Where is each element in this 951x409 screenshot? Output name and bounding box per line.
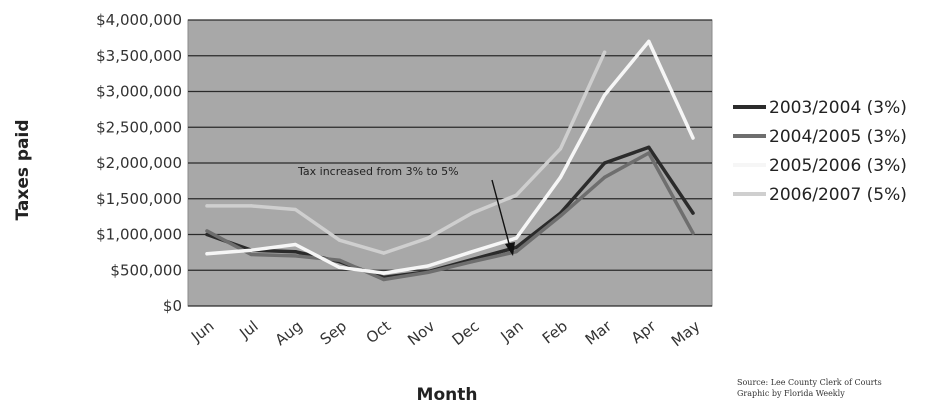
data-point xyxy=(603,93,607,97)
data-point xyxy=(205,229,209,233)
x-tick-label: Apr xyxy=(628,316,660,347)
y-tick-label: $3,000,000 xyxy=(96,83,182,101)
data-point xyxy=(514,250,518,254)
data-point xyxy=(603,175,607,179)
data-point xyxy=(293,254,297,258)
data-point xyxy=(647,39,651,44)
data-point xyxy=(470,211,474,215)
annotation-text: Tax increased from 3% to 5% xyxy=(297,165,459,178)
y-tick-label: $4,000,000 xyxy=(96,11,182,29)
legend-label: 2006/2007 (5%) xyxy=(769,185,907,205)
data-point xyxy=(249,248,253,252)
data-point xyxy=(603,161,607,165)
data-point xyxy=(691,136,695,140)
data-point xyxy=(426,264,430,268)
series-line xyxy=(205,50,607,255)
grid-lines xyxy=(188,19,712,307)
data-point xyxy=(514,193,518,197)
data-point xyxy=(470,260,474,264)
x-axis-title: Month xyxy=(417,385,478,405)
data-point xyxy=(293,242,297,247)
x-tick-label: Dec xyxy=(449,317,483,349)
data-point xyxy=(514,236,518,240)
annotation: Tax increased from 3% to 5% xyxy=(297,165,515,256)
data-point xyxy=(337,238,342,242)
y-axis-ticks: $0 $500,000 $1,000,000 $1,500,000 $2,000,000… xyxy=(96,11,182,315)
legend-label: 2005/2006 (3%) xyxy=(769,156,907,176)
legend-label: 2004/2005 (3%) xyxy=(769,127,907,147)
data-point xyxy=(293,207,297,212)
data-point xyxy=(426,236,430,240)
annotation-arrow-head xyxy=(505,242,515,256)
x-tick-label: Feb xyxy=(539,317,571,348)
data-point xyxy=(691,231,695,235)
legend: 2003/2004 (3%) 2004/2005 (3%) 2005/2006 (3… xyxy=(733,98,907,205)
data-point xyxy=(558,147,563,151)
source-line-2: Graphic by Florida Weekly xyxy=(737,389,845,398)
data-point xyxy=(647,145,651,149)
data-point xyxy=(205,252,209,256)
data-point xyxy=(382,271,386,275)
data-point xyxy=(647,151,651,155)
data-point xyxy=(337,265,342,269)
data-point xyxy=(205,204,209,208)
data-point xyxy=(603,50,607,54)
y-tick-label: $1,500,000 xyxy=(96,190,182,208)
x-axis-ticks: Jun Jul Aug Sep Oct Nov Dec Jan Feb Mar Apr May xyxy=(187,316,703,350)
data-point xyxy=(470,250,474,254)
y-tick-label: $0 xyxy=(163,297,182,315)
data-point xyxy=(293,250,297,254)
y-tick-label: $2,000,000 xyxy=(96,154,182,172)
x-tick-label: Jul xyxy=(236,317,262,343)
data-point xyxy=(205,232,209,237)
series-lines xyxy=(205,39,695,282)
y-tick-label: $1,000,000 xyxy=(96,226,182,244)
x-tick-label: Jan xyxy=(497,317,527,346)
x-tick-label: Aug xyxy=(272,317,306,349)
data-point xyxy=(382,251,386,255)
legend-label: 2003/2004 (3%) xyxy=(769,98,907,118)
y-tick-label: $3,500,000 xyxy=(96,47,182,65)
x-tick-label: Nov xyxy=(404,317,438,349)
series-line xyxy=(205,151,695,282)
y-tick-label: $2,500,000 xyxy=(96,118,182,136)
data-point xyxy=(691,211,695,215)
data-point xyxy=(382,277,386,282)
data-point xyxy=(558,175,563,179)
x-tick-label: Oct xyxy=(363,317,395,347)
x-tick-label: Sep xyxy=(317,317,350,349)
x-tick-label: Mar xyxy=(582,316,616,348)
y-tick-label: $500,000 xyxy=(110,261,182,279)
data-point xyxy=(249,204,253,208)
x-tick-label: Jun xyxy=(187,317,217,346)
source-line-1: Source: Lee County Clerk of Courts xyxy=(737,378,882,387)
annotation-arrow-line xyxy=(491,179,512,252)
data-point xyxy=(249,252,253,257)
data-point xyxy=(426,270,430,274)
data-point xyxy=(558,214,563,218)
data-point xyxy=(337,258,342,262)
series-line xyxy=(205,39,695,275)
x-tick-label: May xyxy=(668,317,704,350)
data-point xyxy=(514,245,518,249)
y-axis-title: Taxes paid xyxy=(13,119,33,220)
